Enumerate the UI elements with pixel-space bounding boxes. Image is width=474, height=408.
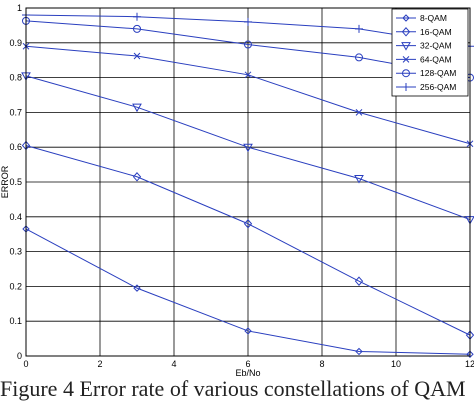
x-tick-label: 12 (465, 359, 474, 369)
x-tick-label: 8 (319, 359, 324, 369)
data-point (244, 327, 252, 335)
x-tick-label: 2 (97, 359, 102, 369)
legend-label: 16-QAM (420, 27, 452, 37)
marker-triangle (401, 42, 411, 51)
marker-diamond (401, 27, 411, 37)
data-point (402, 83, 410, 91)
data-point (133, 52, 141, 60)
x-tick-label: 4 (171, 359, 176, 369)
data-point (355, 109, 363, 116)
marker-plus (133, 12, 141, 21)
series-64-qam (22, 42, 474, 148)
legend-item: 32-QAM (396, 41, 452, 51)
y-tick-label: 0.1 (9, 316, 22, 326)
marker-x (402, 56, 410, 63)
marker-diamond (354, 276, 364, 286)
marker-diamond (355, 347, 363, 356)
y-tick-label: 0.8 (9, 73, 22, 83)
marker-diamond (402, 14, 410, 22)
marker-circle (244, 40, 252, 49)
legend-label: 128-QAM (420, 68, 456, 78)
data-point (244, 71, 252, 79)
legend-item: 8-QAM (396, 13, 447, 23)
legend-label: 32-QAM (420, 41, 452, 51)
data-point (466, 350, 474, 358)
series-line (25, 228, 471, 355)
data-point (243, 219, 253, 229)
legend-label: 8-QAM (420, 13, 447, 23)
marker-x (355, 109, 363, 116)
marker-diamond (133, 284, 141, 292)
data-point (133, 12, 141, 21)
series-line (25, 144, 471, 336)
series-line (25, 75, 471, 221)
legend-label: 256-QAM (420, 82, 456, 92)
marker-x (133, 52, 141, 60)
y-tick-label: 0.9 (9, 38, 22, 48)
data-point (355, 347, 363, 356)
marker-plus (402, 83, 410, 91)
marker-triangle (243, 143, 253, 153)
y-tick-label: 0.7 (9, 107, 22, 117)
marker-x (244, 71, 252, 79)
y-axis-label: ERROR (0, 165, 10, 198)
marker-triangle (354, 175, 364, 184)
data-point (402, 69, 410, 78)
marker-diamond (244, 327, 252, 335)
data-point (243, 143, 253, 153)
x-tick-label: 0 (23, 359, 28, 369)
data-point (354, 175, 364, 184)
data-point (132, 172, 142, 182)
y-tick-label: 0 (17, 351, 22, 361)
data-point (402, 56, 410, 63)
marker-diamond (243, 219, 253, 229)
data-point (133, 24, 141, 33)
legend: 8-QAM 16-QAM 32-QAM 64-QAM 128-QAM 256-QAM (391, 8, 469, 97)
tick-labels: 0 2 4 6 8 10 12 0 0.1 0.2 0.3 0.4 0.5 0.6 0.7 0.8 0.9 1 (9, 3, 474, 369)
chart: 0 2 4 6 8 10 12 0 0.1 0.2 0.3 0.4 0.5 0.6 0.7 0.8 0.9 1 E… (0, 3, 474, 378)
series-8-qam (22, 225, 474, 358)
x-tick-label: 10 (391, 359, 401, 369)
data-point (132, 103, 142, 113)
legend-item: 64-QAM (396, 54, 452, 64)
data-point (244, 40, 252, 49)
data-point (401, 42, 411, 51)
marker-diamond (466, 350, 474, 358)
x-axis-label: Eb/No (235, 368, 260, 378)
data-point (355, 53, 363, 62)
data-point (244, 17, 252, 26)
data-point (355, 24, 363, 33)
marker-circle (402, 69, 410, 78)
x-tick-label: 6 (245, 359, 250, 369)
legend-label: 64-QAM (420, 54, 452, 64)
marker-circle (133, 24, 141, 33)
legend-item: 16-QAM (396, 27, 452, 37)
data-point (402, 14, 410, 22)
legend-box (391, 8, 469, 97)
marker-plus (244, 17, 252, 26)
y-tick-label: 0.4 (9, 212, 22, 222)
figure-caption: Figure 4 Error rate of various constella… (0, 376, 466, 401)
data-point (354, 276, 364, 286)
y-tick-label: 0.2 (9, 281, 22, 291)
y-tick-label: 0.6 (9, 142, 22, 152)
marker-triangle (132, 103, 142, 113)
data-point (401, 27, 411, 37)
y-tick-label: 0.3 (9, 247, 22, 257)
y-tick-label: 0.5 (9, 177, 22, 187)
legend-item: 128-QAM (396, 68, 456, 78)
marker-plus (355, 24, 363, 33)
marker-circle (355, 53, 363, 62)
plot-frame (25, 7, 471, 357)
data-point (133, 284, 141, 292)
marker-diamond (132, 172, 142, 182)
legend-item: 256-QAM (396, 82, 456, 92)
y-tick-label: 1 (17, 3, 22, 13)
